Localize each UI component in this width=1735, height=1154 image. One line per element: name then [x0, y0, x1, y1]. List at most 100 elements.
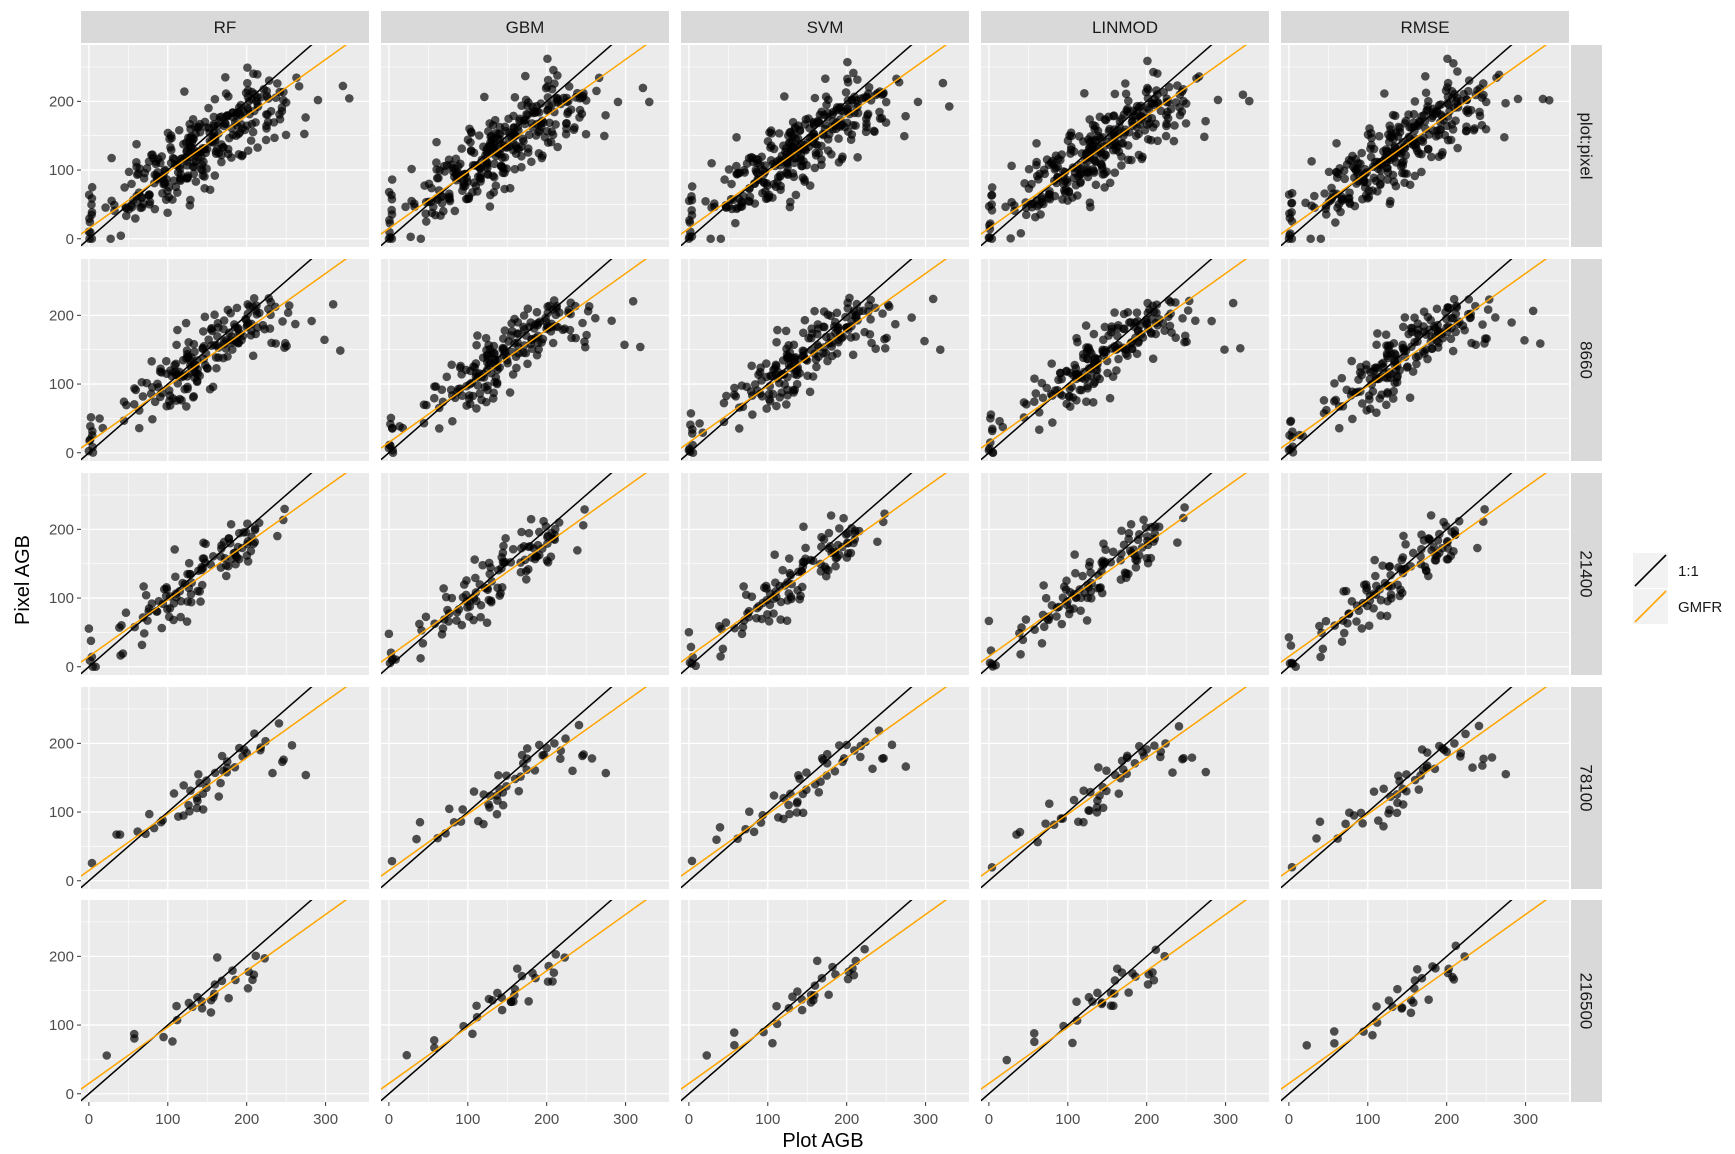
data-point — [1122, 106, 1131, 115]
data-point — [221, 571, 231, 581]
data-point — [782, 344, 791, 354]
data-point — [1030, 625, 1039, 634]
data-point — [1108, 547, 1118, 557]
data-point — [1449, 975, 1459, 984]
data-point — [432, 137, 441, 147]
data-point — [514, 786, 524, 796]
panel-linmod-1 — [981, 259, 1269, 461]
panel-background — [681, 900, 969, 1102]
data-point — [762, 584, 771, 593]
data-point — [148, 414, 157, 424]
one-to-one-line — [981, 259, 1213, 461]
data-point — [159, 179, 169, 188]
data-point — [487, 131, 496, 141]
data-point — [1083, 384, 1092, 393]
data-point — [1423, 354, 1432, 364]
data-point — [803, 371, 812, 381]
data-point — [1421, 71, 1430, 81]
data-point — [471, 573, 480, 583]
data-point — [1016, 228, 1026, 238]
data-point — [1090, 155, 1099, 165]
panel-marks — [681, 45, 954, 247]
data-point — [459, 177, 469, 187]
data-point — [473, 372, 483, 382]
data-point — [1100, 149, 1110, 159]
data-point — [1385, 561, 1395, 571]
data-point — [871, 303, 880, 313]
data-point — [810, 981, 820, 990]
data-point — [571, 333, 580, 343]
one-to-one-line — [981, 900, 1213, 1102]
data-point — [517, 527, 526, 537]
data-point — [242, 322, 251, 332]
data-point — [757, 376, 766, 385]
data-point — [846, 135, 856, 144]
data-point — [1381, 400, 1391, 410]
data-point — [1001, 202, 1010, 212]
data-point — [809, 120, 819, 130]
data-point — [1173, 538, 1182, 547]
data-point — [1104, 112, 1113, 122]
data-point — [1347, 356, 1356, 366]
data-point — [200, 312, 210, 322]
data-point — [543, 54, 552, 64]
data-point — [770, 364, 780, 373]
data-point — [935, 345, 945, 355]
data-point — [785, 568, 795, 578]
data-point — [1474, 721, 1484, 731]
data-point — [166, 142, 175, 152]
data-point — [1096, 160, 1106, 169]
data-point — [175, 175, 185, 184]
data-point — [760, 161, 770, 170]
data-point — [1162, 121, 1171, 131]
data-point — [184, 338, 193, 347]
data-point — [1373, 816, 1383, 825]
data-point — [200, 144, 210, 153]
row-strip-label: 216500 — [1577, 973, 1596, 1030]
data-point — [851, 332, 861, 341]
data-point — [402, 1050, 412, 1060]
data-point — [1381, 330, 1391, 339]
data-point — [1400, 178, 1409, 188]
data-point — [849, 306, 859, 316]
data-point — [246, 136, 256, 145]
data-point — [701, 196, 710, 206]
data-point — [823, 356, 832, 366]
data-point — [1286, 641, 1296, 650]
data-point — [1337, 637, 1347, 646]
data-point — [1411, 352, 1421, 362]
data-point — [551, 949, 561, 959]
panel-linmod-4 — [981, 900, 1269, 1102]
legend: 1:1 GMFR — [1633, 553, 1722, 624]
data-point — [1421, 330, 1431, 339]
data-point — [313, 95, 323, 105]
data-point — [779, 814, 788, 824]
data-point — [810, 93, 820, 103]
data-point — [1446, 334, 1456, 344]
data-point — [528, 123, 538, 132]
data-point — [1071, 568, 1080, 578]
data-point — [1382, 146, 1392, 156]
data-point — [1045, 194, 1055, 204]
data-point — [486, 563, 495, 572]
data-point — [1055, 368, 1065, 378]
data-point — [1084, 806, 1093, 815]
data-point — [1284, 633, 1294, 642]
data-point — [1143, 85, 1153, 94]
data-point — [747, 592, 757, 602]
data-point — [415, 817, 425, 827]
data-point — [1360, 183, 1370, 192]
data-point — [1388, 394, 1398, 403]
data-point — [429, 1035, 439, 1045]
data-point — [1160, 326, 1169, 335]
data-point — [644, 97, 654, 107]
data-point — [878, 754, 887, 763]
data-point — [510, 93, 520, 102]
data-point — [387, 194, 397, 204]
data-point — [1040, 169, 1050, 179]
data-point — [269, 118, 279, 127]
data-point — [808, 556, 818, 566]
data-point — [1368, 387, 1378, 396]
data-point — [153, 379, 162, 389]
data-point — [769, 144, 779, 154]
